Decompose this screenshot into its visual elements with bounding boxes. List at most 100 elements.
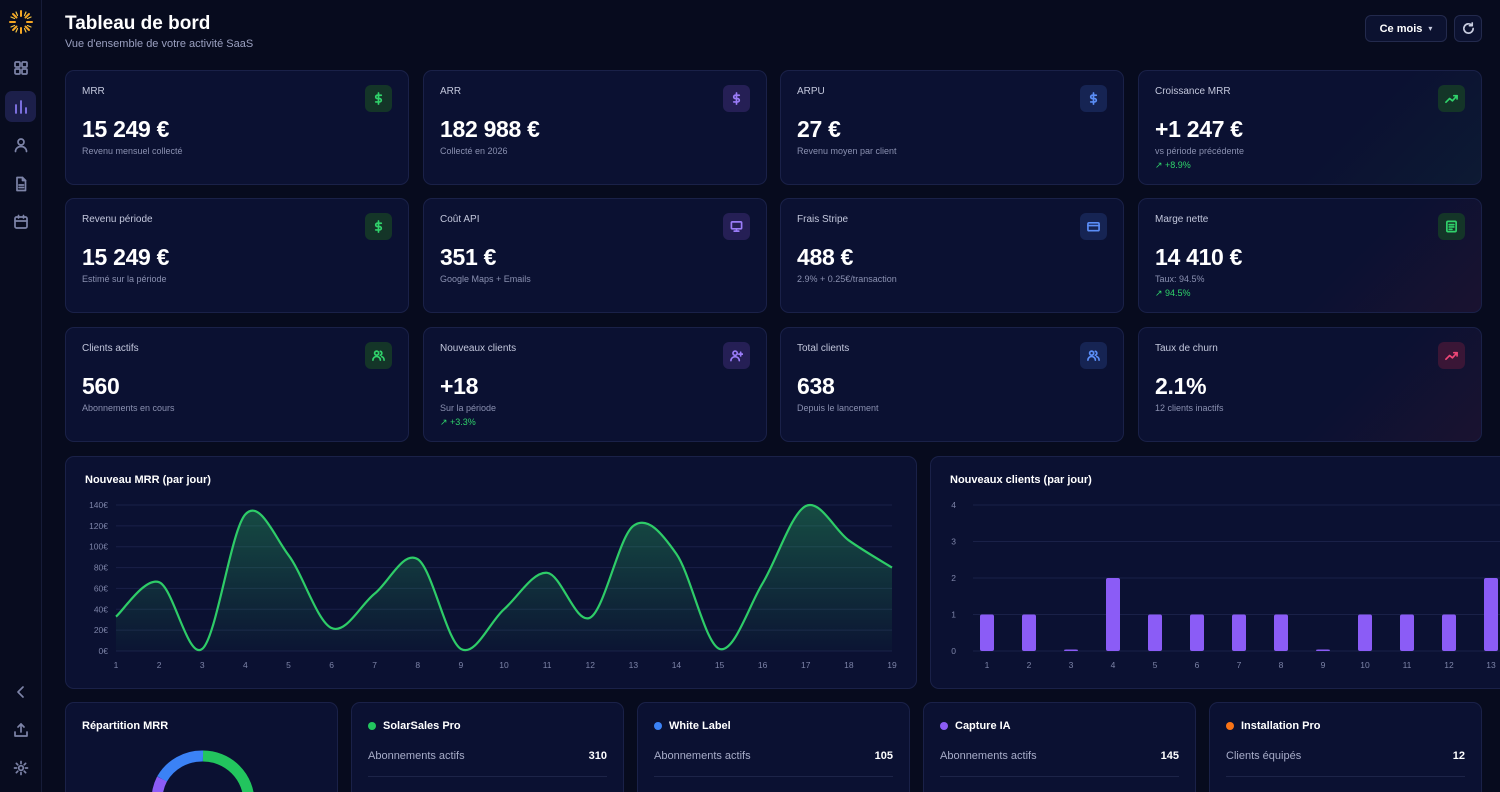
- page-title: Tableau de bord: [65, 13, 211, 34]
- x-tick-label: 2: [157, 660, 162, 670]
- y-tick-label: 0€: [99, 646, 109, 656]
- chart-panel-new-mrr: Nouveau MRR (par jour) 0€ 20€ 40€ 60€ 80€ 100…: [65, 456, 917, 689]
- bar: [980, 614, 994, 651]
- sidebar-item-overview[interactable]: [5, 52, 36, 83]
- bar: [1022, 614, 1036, 651]
- x-tick-label: 4: [1111, 660, 1116, 670]
- dollar-icon: [1080, 85, 1107, 112]
- dollar-icon: [365, 213, 392, 240]
- kpi-label: ARPU: [797, 86, 825, 97]
- x-tick-label: 10: [1360, 660, 1370, 670]
- x-tick-label: 9: [1321, 660, 1326, 670]
- y-tick-label: 0: [951, 646, 956, 656]
- x-tick-label: 8: [1279, 660, 1284, 670]
- y-tick-label: 140€: [89, 500, 108, 510]
- sidebar-settings-button[interactable]: [5, 752, 36, 783]
- kpi-card-arpu: ARPU 27 € Revenu moyen par client: [780, 70, 1124, 185]
- x-tick-label: 16: [758, 660, 768, 670]
- y-tick-label: 60€: [94, 583, 108, 593]
- kpi-value: +18: [440, 373, 479, 399]
- donut-chart: [152, 750, 254, 792]
- x-tick-label: 1: [114, 660, 119, 670]
- kpi-sub: Sur la période: [440, 403, 497, 413]
- kpi-value: 560: [82, 373, 120, 399]
- x-tick-label: 7: [372, 660, 377, 670]
- sidebar-export-button[interactable]: [5, 714, 36, 745]
- x-tick-label: 6: [329, 660, 334, 670]
- kpi-value: 638: [797, 373, 835, 399]
- refresh-button[interactable]: [1454, 15, 1482, 42]
- donut-segment-purple: [152, 776, 168, 792]
- x-tick-label: 5: [286, 660, 291, 670]
- kpi-sub: Revenu mensuel collecté: [82, 146, 183, 156]
- kpi-sub: 12 clients inactifs: [1155, 403, 1224, 413]
- kpi-trend: ↗ +3.3%: [440, 417, 476, 427]
- document-icon: [15, 176, 26, 191]
- x-tick-label: 1: [985, 660, 990, 670]
- x-tick-label: 7: [1237, 660, 1242, 670]
- donut-segment-blue: [157, 750, 204, 782]
- bar: [1106, 578, 1120, 651]
- divider: [368, 776, 607, 777]
- sidebar-item-clients[interactable]: [5, 129, 36, 160]
- bar: [1148, 614, 1162, 651]
- chart-title: Nouveaux clients (par jour): [950, 474, 1092, 486]
- kpi-label: Nouveaux clients: [440, 343, 517, 354]
- product-card-capture-ia: Capture IA Abonnements actifs 145: [923, 702, 1196, 792]
- y-tick-label: 2: [951, 573, 956, 583]
- x-tick-label: 11: [543, 660, 552, 670]
- product-row-label: Abonnements actifs: [654, 750, 751, 762]
- x-tick-label: 12: [1444, 660, 1454, 670]
- product-row-value: 310: [588, 750, 607, 762]
- x-tick-label: 15: [715, 660, 725, 670]
- trend-up-icon: [1438, 342, 1465, 369]
- bar: [1274, 614, 1288, 651]
- x-tick-label: 18: [844, 660, 854, 670]
- kpi-card-total-clients: Total clients 638 Depuis le lancement: [780, 327, 1124, 442]
- kpi-sub: Abonnements en cours: [82, 403, 175, 413]
- kpi-value: 2.1%: [1155, 373, 1207, 399]
- kpi-value: 15 249 €: [82, 116, 170, 142]
- bar: [1358, 614, 1372, 651]
- chevron-down-icon: ▾: [1428, 24, 1433, 33]
- sidebar-item-calendar[interactable]: [5, 206, 36, 237]
- kpi-card-net-margin: Marge nette 14 410 € Taux: 94.5% ↗ 94.5%: [1138, 198, 1482, 313]
- user-icon: [14, 137, 27, 152]
- series-line: [115, 503, 893, 652]
- kpi-sub: Taux: 94.5%: [1155, 274, 1205, 284]
- kpi-label: Coût API: [440, 214, 480, 225]
- product-name: SolarSales Pro: [383, 720, 461, 732]
- main-content: Tableau de bord Vue d'ensemble de votre …: [43, 0, 1500, 792]
- trend-up-icon: [1438, 85, 1465, 112]
- page-subtitle: Vue d'ensemble de votre activité SaaS: [65, 38, 254, 50]
- upload-icon: [13, 722, 28, 737]
- kpi-label: Marge nette: [1155, 214, 1209, 225]
- credit-card-icon: [1080, 213, 1107, 240]
- y-tick-label: 40€: [94, 604, 108, 614]
- kpi-card-new-clients: Nouveaux clients +18 Sur la période ↗ +3…: [423, 327, 767, 442]
- kpi-card-churn-rate: Taux de churn 2.1% 12 clients inactifs: [1138, 327, 1482, 442]
- kpi-sub: vs période précédente: [1155, 146, 1245, 156]
- kpi-card-api-cost: Coût API 351 € Google Maps + Emails: [423, 198, 767, 313]
- sidebar-collapse-button[interactable]: [5, 676, 36, 707]
- kpi-sub: Collecté en 2026: [440, 146, 508, 156]
- bar: [1484, 578, 1498, 651]
- sun-logo-icon[interactable]: [8, 9, 34, 35]
- x-tick-label: 12: [585, 660, 595, 670]
- monitor-icon: [723, 213, 750, 240]
- product-row-label: Clients équipés: [1226, 750, 1302, 762]
- user-plus-icon: [723, 342, 750, 369]
- sidebar-item-documents[interactable]: [5, 168, 36, 199]
- bar: [1190, 614, 1204, 651]
- bar: [1400, 614, 1414, 651]
- period-select[interactable]: Ce mois ▾: [1365, 15, 1447, 42]
- divider: [1226, 776, 1465, 777]
- product-row-label: Abonnements actifs: [940, 750, 1037, 762]
- y-tick-label: 3: [951, 537, 956, 547]
- sidebar-item-dashboard[interactable]: [5, 91, 36, 122]
- x-tick-label: 14: [672, 660, 682, 670]
- bar: [1232, 614, 1246, 651]
- kpi-trend: ↗ 94.5%: [1155, 288, 1191, 298]
